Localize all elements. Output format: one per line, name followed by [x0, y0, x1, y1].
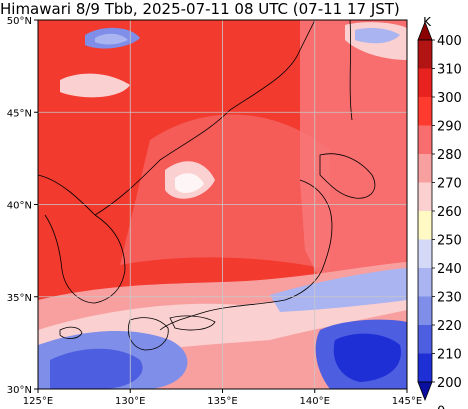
honshu-coast — [159, 179, 333, 331]
korea-coast — [38, 174, 126, 304]
colorbar-swatch — [418, 125, 432, 154]
tick-label-lat: 30°N — [7, 385, 32, 396]
colorbar-unit-label: K — [423, 15, 432, 29]
cold-cloud-east-core — [333, 333, 401, 382]
colorbar-label: 250 — [437, 234, 462, 249]
colorbar-label: 280 — [437, 148, 462, 163]
tick-label-lon: 140°E — [300, 396, 330, 407]
cloud-patch-north-core — [95, 33, 128, 45]
cloud-band-east — [270, 268, 407, 312]
colorbar-swatch — [418, 353, 432, 382]
shikoku-coast — [169, 315, 216, 331]
tick-label-lon: 125°E — [23, 396, 53, 407]
colorbar-swatch — [418, 239, 432, 268]
cold-cloud-west-core — [50, 348, 143, 389]
colorbar-swatch — [418, 296, 432, 325]
colorbar-label: 210 — [437, 348, 462, 363]
tick-label-lon: 130°E — [115, 396, 145, 407]
colorbar-label: 240 — [437, 262, 462, 277]
colorbar-swatch — [418, 154, 432, 183]
gridlines — [38, 20, 407, 389]
tick-label-lon: 145°E — [392, 396, 422, 407]
tick-label-lat: 50°N — [7, 16, 32, 27]
colorbar-label: 400 — [437, 34, 462, 49]
tick-label-lon: 135°E — [207, 396, 237, 407]
colorbar-swatch — [418, 325, 432, 354]
colorbar-swatch — [418, 97, 432, 126]
tick-label-lat: 40°N — [7, 201, 32, 212]
colorbar-swatch — [418, 68, 432, 97]
colorbar-swatch — [418, 211, 432, 240]
tick-label-lat: 45°N — [7, 108, 32, 119]
colorbar: K 400 310 300 290 280 270 260 250 240 230 220 210 20… — [417, 15, 462, 409]
mainland-coast — [94, 20, 316, 216]
colorbar-label: 260 — [437, 205, 462, 220]
sea-of-japan-region — [120, 114, 330, 271]
colorbar-label: 310 — [437, 63, 462, 78]
kyushu-coast — [128, 317, 169, 351]
colorbar-label: 0 — [437, 405, 445, 409]
colorbar-swatch — [418, 182, 432, 211]
sakhalin-coast — [349, 20, 353, 121]
coastlines — [38, 20, 376, 351]
colorbar-label: 270 — [437, 177, 462, 192]
colorbar-swatch — [418, 268, 432, 297]
tick-label-lat: 35°N — [7, 293, 32, 304]
colorbar-label: 200 — [437, 376, 462, 391]
colorbar-label: 230 — [437, 291, 462, 306]
colorbar-label: 300 — [437, 91, 462, 106]
colorbar-swatch — [418, 40, 432, 69]
jeju-coast — [59, 326, 83, 339]
hokkaido-coast — [319, 153, 376, 199]
cloud-patch-mid — [60, 73, 130, 98]
cloud-patch-center-core — [175, 173, 204, 193]
colorbar-label: 220 — [437, 319, 462, 334]
colorbar-label: 290 — [437, 120, 462, 135]
cloud-patch-northeast-core — [355, 27, 400, 44]
map-area — [38, 20, 407, 389]
axis-ticks: 125°E 130°E 135°E 140°E 145°E 30°N 35°N 40°N 45°… — [7, 16, 422, 407]
map-title: Himawari 8/9 Tbb, 2025-07-11 08 UTC (07-… — [0, 0, 400, 18]
